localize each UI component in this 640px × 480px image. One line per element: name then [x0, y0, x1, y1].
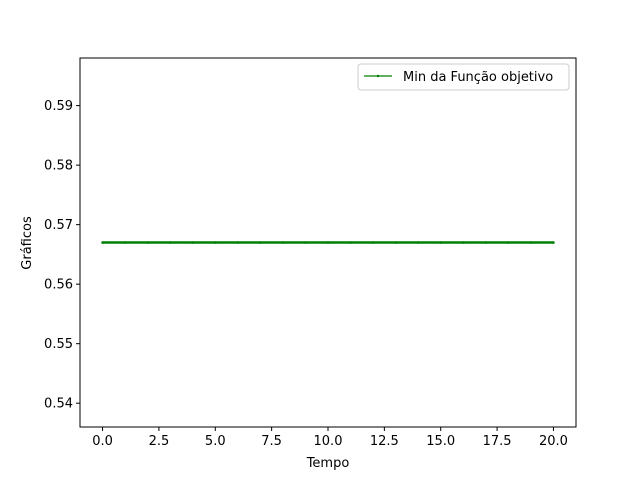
- y-axis-label: Gráficos: [20, 216, 35, 270]
- data-point: [394, 241, 397, 244]
- x-tick-label: 10.0: [314, 434, 343, 449]
- legend-marker: [376, 74, 380, 78]
- legend-label: Min da Função objetivo: [403, 70, 553, 85]
- data-point: [236, 241, 240, 244]
- data-point: [304, 241, 307, 244]
- data-point: [281, 241, 285, 244]
- y-tick-label: 0.57: [44, 218, 73, 233]
- x-tick-label: 15.0: [426, 434, 455, 449]
- x-tick-label: 17.5: [483, 434, 512, 449]
- y-tick-label: 0.56: [44, 278, 73, 293]
- data-point: [191, 241, 195, 244]
- x-tick-label: 2.5: [149, 434, 170, 449]
- x-ticks: 0.0 2.5 5.0 7.5 10.0 12.5 15.0 17.5 20.0: [92, 427, 568, 449]
- y-tick-label: 0.58: [44, 159, 73, 174]
- x-tick-label: 12.5: [370, 434, 399, 449]
- x-tick-label: 7.5: [261, 434, 282, 449]
- data-point: [213, 241, 217, 244]
- y-tick-label: 0.54: [44, 397, 73, 412]
- x-tick-label: 0.0: [92, 434, 113, 449]
- data-point: [529, 241, 533, 244]
- y-tick-label: 0.59: [44, 99, 73, 114]
- legend-box: [357, 63, 570, 91]
- x-axis-label: Tempo: [306, 456, 350, 471]
- x-tick-label: 20.0: [539, 434, 568, 449]
- data-point: [168, 241, 172, 244]
- data-point: [552, 241, 555, 244]
- legend: Min da Função objetivo: [357, 63, 570, 91]
- data-point: [146, 241, 149, 244]
- data-point: [326, 241, 330, 244]
- data-point: [416, 241, 420, 244]
- data-point: [484, 241, 488, 244]
- data-point: [259, 241, 262, 244]
- data-point: [507, 241, 510, 244]
- data-point: [461, 241, 465, 244]
- data-point: [371, 241, 375, 244]
- y-tick-label: 0.55: [44, 337, 73, 352]
- data-point: [349, 241, 352, 244]
- data-point: [101, 241, 104, 244]
- data-point: [123, 241, 127, 244]
- y-ticks: 0.54 0.55 0.56 0.57 0.58 0.59: [44, 99, 80, 412]
- series-layer: [101, 241, 555, 244]
- x-tick-label: 5.0: [205, 434, 226, 449]
- data-point: [439, 241, 443, 244]
